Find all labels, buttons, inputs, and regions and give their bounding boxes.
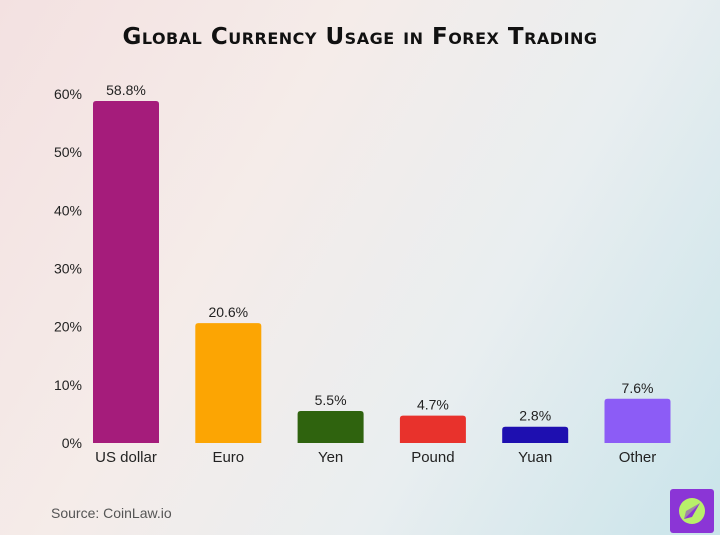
y-tick-label: 0% <box>62 435 82 451</box>
source-note: Source: CoinLaw.io <box>51 505 172 521</box>
value-label: 2.8% <box>519 408 551 424</box>
value-label: 4.7% <box>417 397 449 413</box>
x-tick-label: Euro <box>212 449 244 466</box>
x-tick-label: Yuan <box>518 449 552 466</box>
y-tick-label: 20% <box>54 319 82 335</box>
y-tick-label: 30% <box>54 261 82 277</box>
bar-pound <box>399 415 466 443</box>
x-tick-label: Other <box>619 449 657 466</box>
bar-yuan <box>502 426 569 443</box>
bar-other <box>604 398 671 443</box>
value-label: 58.8% <box>106 82 146 98</box>
value-label: 7.6% <box>622 380 654 396</box>
x-tick-label: US dollar <box>95 449 157 466</box>
bar-euro <box>195 323 262 443</box>
value-label: 20.6% <box>208 304 248 320</box>
x-tick-label: Yen <box>318 449 343 466</box>
y-tick-label: 50% <box>54 144 82 160</box>
y-tick-label: 40% <box>54 202 82 218</box>
bar-chart: 0% 10% 20% 30% 40% 50% 60% 58.8% 20.6% 5.5% 4.7% 2… <box>54 82 671 466</box>
compass-leaf-icon <box>679 498 705 524</box>
y-tick-label: 10% <box>54 377 82 393</box>
bar-us-dollar <box>93 100 159 443</box>
value-label: 5.5% <box>315 392 347 408</box>
x-tick-label: Pound <box>411 449 454 466</box>
brand-logo[interactable] <box>670 489 714 533</box>
chart-title: Global Currency Usage in Forex Trading <box>122 24 598 50</box>
y-tick-label: 60% <box>54 86 82 102</box>
bar-yen <box>297 411 364 443</box>
